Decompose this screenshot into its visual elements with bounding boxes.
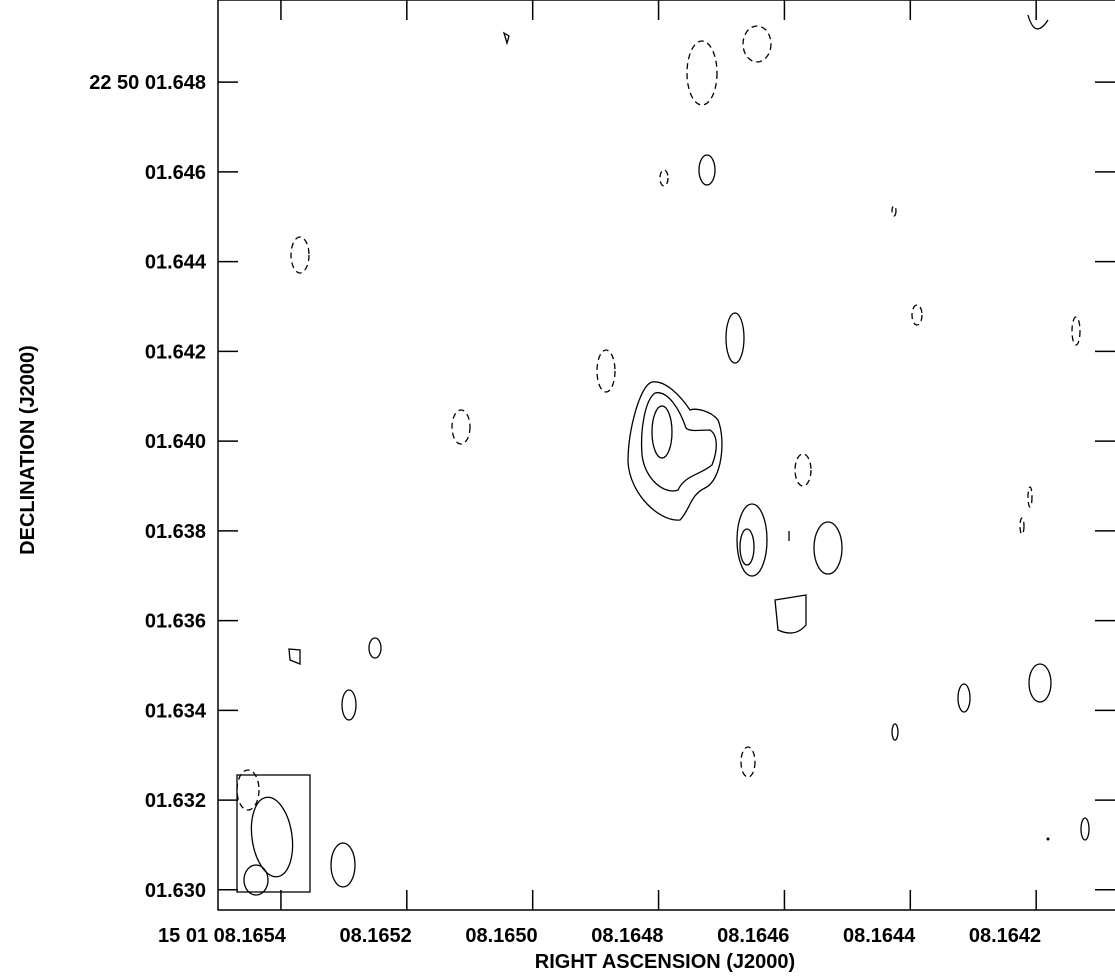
y-tick-label: 01.632 [145,790,206,812]
x-tick-label: 08.1650 [465,925,537,947]
x-tick-label: 15 01 08.1654 [158,925,287,947]
contour [725,312,745,364]
y-tick-label: 01.630 [145,880,206,902]
y-tick-label: 01.642 [145,341,206,363]
contour-negative [742,25,772,63]
y-tick-label: 01.634 [145,700,207,722]
y-tick-label: 01.636 [145,611,206,633]
contour-negative [451,409,471,445]
contour [813,521,843,575]
contour [368,637,382,659]
contour-negative [290,236,310,274]
contour [330,842,356,888]
contour [957,683,971,713]
x-tick-label: 08.1646 [717,925,789,947]
contour [739,528,755,566]
contour [243,864,269,896]
contour [502,31,510,46]
contour [640,392,717,492]
beam-ellipse [250,796,294,878]
x-tick-label: 08.1642 [969,925,1041,947]
y-tick-label: 01.646 [145,162,206,184]
contour [736,503,768,577]
contour-negative [1027,486,1033,508]
contour-negative [596,349,616,393]
y-tick-label: 01.644 [145,252,207,274]
contour-negative [659,169,669,187]
contour [698,154,716,186]
contour-negative [686,40,718,106]
contour [341,689,357,721]
frame [217,0,1115,911]
contour-negative [1071,316,1081,346]
contour [1046,837,1050,841]
contours [236,14,1090,896]
y-tick-label: 01.640 [145,431,206,453]
contour [774,594,807,634]
contour-negative [794,453,812,487]
contour-negative [1019,517,1025,535]
contour [627,381,723,521]
contour [288,648,301,665]
y-tick-label: 01.638 [145,521,206,543]
contour [1028,663,1052,703]
contour [891,723,899,741]
beam-box [236,774,311,893]
contour [651,405,673,459]
contour-negative [911,304,923,326]
x-tick-label: 08.1648 [591,925,663,947]
contour-negative [236,769,260,811]
x-tick-label: 08.1644 [843,925,916,947]
contour-negative [740,746,756,778]
contour-negative [891,205,897,217]
y-axis-label: DECLINATION (J2000) [17,345,39,555]
x-axis-label: RIGHT ASCENSION (J2000) [535,951,795,973]
beam [236,774,311,893]
contour [1027,14,1049,30]
contour [1080,817,1090,841]
x-tick-label: 08.1652 [340,925,412,947]
y-tick-label: 22 50 01.648 [89,72,206,94]
